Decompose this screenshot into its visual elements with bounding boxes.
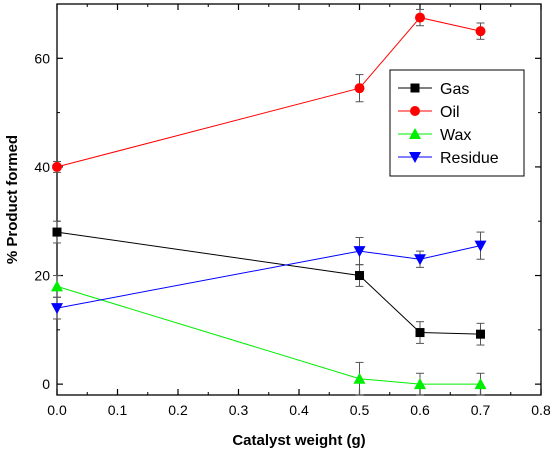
legend-label-oil: Oil	[440, 104, 460, 121]
legend-marker-gas	[410, 83, 420, 93]
x-tick-label: 0.0	[47, 402, 67, 418]
x-axis-label: Catalyst weight (g)	[232, 432, 365, 449]
x-tick-label: 0.5	[350, 402, 370, 418]
data-point-residue	[414, 254, 426, 266]
data-point-gas	[52, 227, 62, 237]
plot-frame	[56, 3, 542, 396]
series-residue	[51, 231, 487, 320]
data-point-wax	[414, 378, 426, 390]
legend-label-wax: Wax	[440, 127, 471, 144]
data-point-gas	[415, 328, 425, 338]
series-line-wax	[56, 285, 481, 385]
data-point-wax	[474, 378, 487, 390]
data-point-oil	[354, 83, 365, 94]
data-point-residue	[353, 246, 366, 258]
y-tick-label: 60	[34, 50, 50, 66]
data-point-wax	[51, 280, 63, 292]
legend-marker-wax	[409, 128, 421, 139]
series-line-gas	[56, 231, 481, 335]
legend-marker-oil	[410, 106, 420, 116]
y-tick-label: 40	[34, 159, 50, 175]
data-point-residue	[51, 303, 63, 315]
series-oil	[52, 8, 486, 173]
legend-label-residue: Residue	[440, 150, 499, 167]
series-gas	[52, 220, 485, 346]
y-axis-label: % Product formed	[4, 135, 21, 264]
plot-area	[51, 8, 487, 396]
x-tick-label: 0.2	[168, 402, 188, 418]
data-point-gas	[476, 329, 485, 339]
y-tick-label: 20	[34, 268, 50, 284]
data-point-oil	[415, 12, 425, 23]
series-line-residue	[56, 245, 481, 309]
series-line-oil	[56, 17, 481, 168]
y-tick-label: 0	[42, 376, 50, 392]
legend: Gas Oil Wax Residue	[389, 69, 525, 177]
x-tick-label: 0.6	[410, 402, 430, 418]
data-point-residue	[474, 240, 487, 252]
data-point-gas	[355, 271, 364, 281]
x-tick-label: 0.8	[531, 402, 550, 418]
x-tick-label: 0.4	[289, 402, 309, 418]
x-tick-label: 0.1	[108, 402, 128, 418]
axes: 0.0 0.1 0.2 0.3 0.4 0.5 0.6 0.7 0.8 0 20 40 60	[34, 3, 550, 418]
data-point-wax	[353, 372, 366, 384]
legend-marker-residue	[409, 152, 421, 163]
x-tick-label: 0.3	[229, 402, 249, 418]
data-point-oil	[475, 26, 486, 37]
data-point-oil	[52, 161, 62, 172]
x-tick-label: 0.7	[471, 402, 491, 418]
legend-label-gas: Gas	[440, 81, 469, 98]
